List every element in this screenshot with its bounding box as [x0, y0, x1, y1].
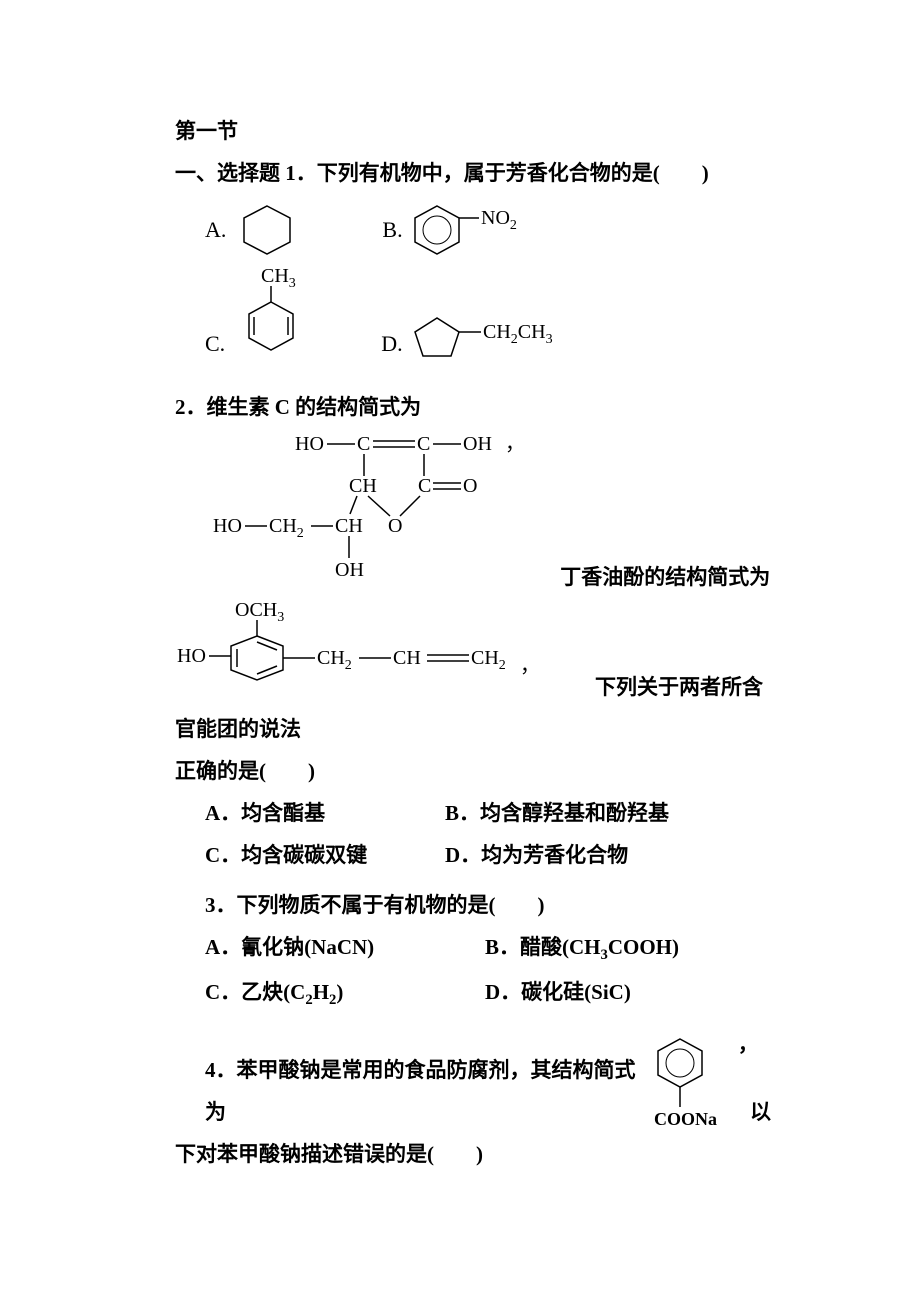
q1-c-label: C.: [205, 322, 225, 366]
q2-opt-d: D．均为芳香化合物: [445, 834, 628, 876]
q1-b-label: B.: [382, 208, 402, 252]
q2-opt-b: B．均含醇羟基和酚羟基: [445, 792, 669, 834]
svg-text:CH2CH3: CH2CH3: [483, 321, 553, 347]
q3-opt-c: C．乙炔(C2H2): [205, 971, 445, 1016]
svg-text:C: C: [357, 433, 370, 455]
q2-opts-row1: A．均含酯基 B．均含醇羟基和酚羟基: [205, 792, 780, 834]
ethylcyclopentane-icon: CH2CH3: [409, 306, 609, 366]
svg-text:O: O: [463, 475, 477, 497]
svg-text:CH: CH: [349, 475, 377, 497]
svg-text:NO2: NO2: [481, 207, 517, 233]
q3-opt-b: B．醋酸(CH3COOH): [485, 926, 679, 971]
svg-text:CH2: CH2: [471, 647, 506, 673]
q4-line2: 下对苯甲酸钠描述错误的是( ): [175, 1133, 780, 1175]
q4-line1b: 以: [750, 1091, 780, 1133]
svg-text:CH2: CH2: [317, 647, 352, 673]
svg-text:OH: OH: [463, 433, 492, 455]
svg-text:，: ，: [505, 433, 525, 455]
page: 第一节 一、选择题 1．下列有机物中，属于芳香化合物的是( ) A. B. NO…: [0, 0, 920, 1302]
vitamin-c-structure: HO C C OH ， CH C O O HO CH2: [205, 428, 780, 598]
q3-opt-d: D．碳化硅(SiC): [485, 971, 631, 1016]
svg-text:HO: HO: [213, 515, 242, 537]
svg-text:C: C: [417, 433, 430, 455]
svg-text:CH: CH: [393, 647, 421, 669]
q3-intro: 3．下列物质不属于有机物的是( ): [205, 884, 780, 926]
methylcyclohexadiene-icon: CH3: [231, 266, 321, 366]
q1-row1: A. B. NO2: [205, 200, 780, 260]
q4-block: 4．苯甲酸钠是常用的食品防腐剂，其结构简式为 COONa ， 以: [175, 1033, 780, 1133]
svg-text:，: ，: [520, 655, 540, 677]
cyclohexane-icon: [232, 200, 302, 260]
svg-text:HO: HO: [295, 433, 324, 455]
q1-row2: C. CH3 D. CH2CH3: [205, 266, 780, 366]
q2-opt-a: A．均含酯基: [205, 792, 405, 834]
eugenol-structure: OCH3 HO CH2 CH CH2 ， 下列关于两者所含官能团的说法: [175, 598, 780, 750]
q3-opt-a: A．氰化钠(NaCN): [205, 926, 445, 971]
q2-intro: 2．维生素 C 的结构简式为: [175, 386, 780, 428]
q3-row2: C．乙炔(C2H2) D．碳化硅(SiC): [205, 971, 780, 1016]
sodium-benzoate-icon: COONa ，: [640, 1033, 750, 1133]
svg-text:CH3: CH3: [261, 266, 296, 291]
nitrobenzene-icon: NO2: [409, 200, 559, 260]
svg-text:OH: OH: [335, 559, 364, 581]
q1-a-label: A.: [205, 208, 226, 252]
q3-row1: A．氰化钠(NaCN) B．醋酸(CH3COOH): [205, 926, 780, 971]
svg-text:OCH3: OCH3: [235, 599, 284, 625]
svg-text:，: ，: [738, 1034, 750, 1056]
q2-mid-text: 丁香油酚的结构简式为: [560, 565, 770, 589]
svg-text:O: O: [388, 515, 402, 537]
q2-tail2: 正确的是( ): [175, 750, 780, 792]
eugenol-icon: OCH3 HO CH2 CH CH2 ，: [175, 598, 595, 708]
svg-text:C: C: [418, 475, 431, 497]
svg-text:COONa: COONa: [654, 1109, 717, 1129]
q2-opt-c: C．均含碳碳双键: [205, 834, 405, 876]
q1-intro: 一、选择题 1．下列有机物中，属于芳香化合物的是( ): [175, 152, 780, 194]
svg-text:CH: CH: [335, 515, 363, 537]
section-title: 第一节: [175, 110, 780, 152]
q1-d-label: D.: [381, 322, 402, 366]
svg-text:HO: HO: [177, 645, 206, 667]
svg-text:CH2: CH2: [269, 515, 304, 541]
q4-line1a: 4．苯甲酸钠是常用的食品防腐剂，其结构简式为: [205, 1058, 636, 1124]
sodium-benzoate-structure: COONa ，: [640, 1033, 750, 1133]
vitamin-c-icon: HO C C OH ， CH C O O HO CH2: [205, 428, 555, 598]
q2-opts-row2: C．均含碳碳双键 D．均为芳香化合物: [205, 834, 780, 876]
